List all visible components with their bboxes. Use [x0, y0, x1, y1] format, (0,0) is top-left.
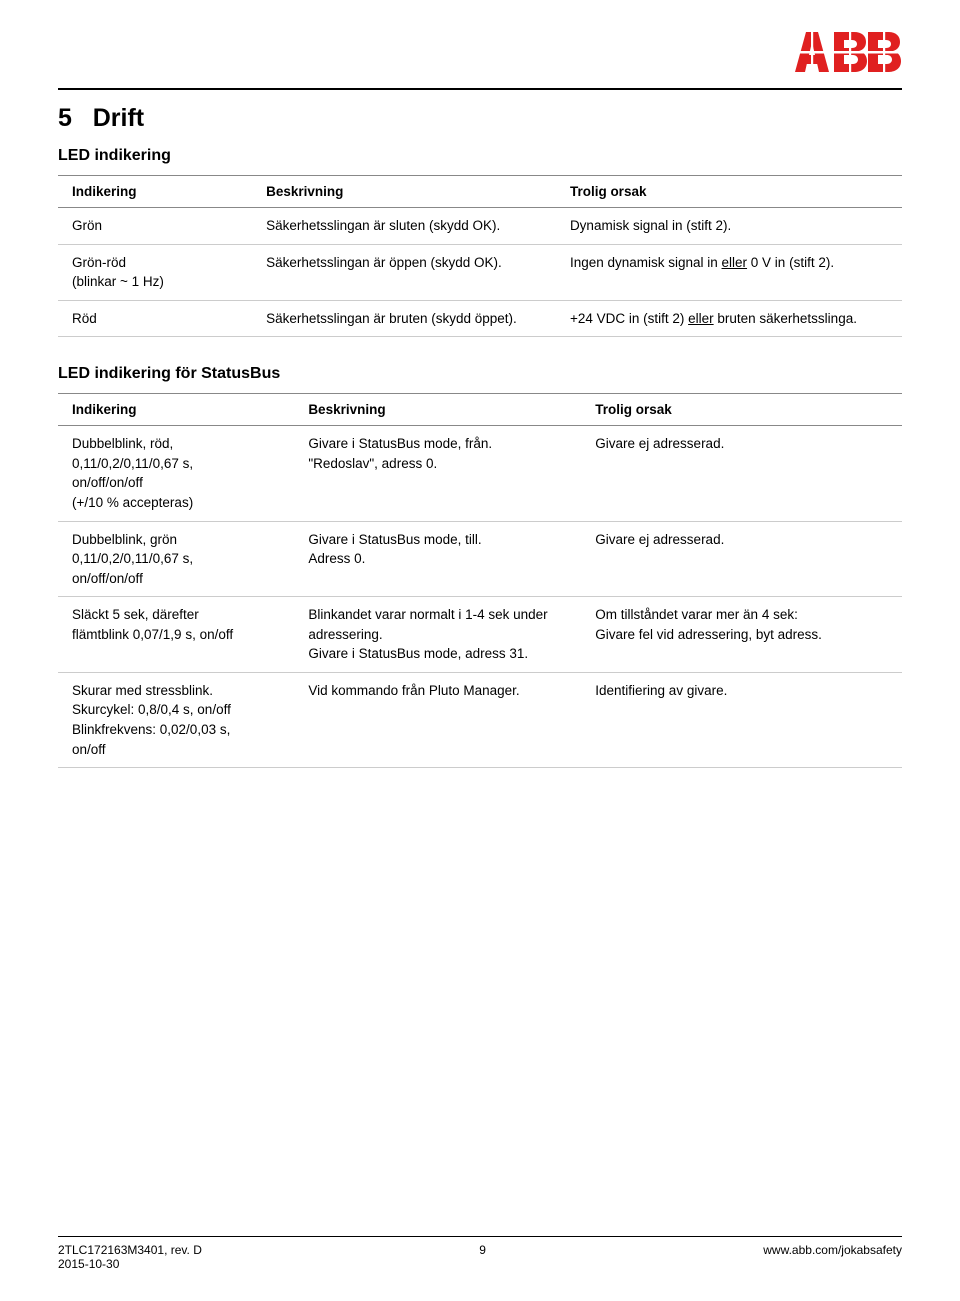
cell: Dubbelblink, grön0,11/0,2/0,11/0,67 s,on…: [58, 521, 294, 597]
cell: Dynamisk signal in (stift 2).: [556, 208, 902, 245]
top-rule: [58, 88, 902, 90]
cell: Säkerhetsslingan är öppen (skydd OK).: [252, 244, 556, 300]
page-footer: 2TLC172163M3401, rev. D 2015-10-30 9 www…: [58, 1236, 902, 1271]
table-row: Röd Säkerhetsslingan är bruten (skydd öp…: [58, 300, 902, 337]
table2-col2: Trolig orsak: [581, 394, 902, 426]
cell: Säkerhetsslingan är sluten (skydd OK).: [252, 208, 556, 245]
table1-col1: Beskrivning: [252, 176, 556, 208]
section-title: Drift: [93, 104, 144, 132]
footer-page: 9: [479, 1243, 486, 1257]
table-row: Skurar med stressblink.Skurcykel: 0,8/0,…: [58, 672, 902, 767]
cell: Om tillståndet varar mer än 4 sek:Givare…: [581, 597, 902, 673]
cell: Grön: [58, 208, 252, 245]
abb-logo: [792, 30, 902, 74]
cell: Skurar med stressblink.Skurcykel: 0,8/0,…: [58, 672, 294, 767]
table1-col2: Trolig orsak: [556, 176, 902, 208]
table-row: Grön Säkerhetsslingan är sluten (skydd O…: [58, 208, 902, 245]
doc-id: 2TLC172163M3401, rev. D: [58, 1243, 202, 1257]
cell: Ingen dynamisk signal in eller 0 V in (s…: [556, 244, 902, 300]
doc-date: 2015-10-30: [58, 1257, 119, 1271]
table2-col0: Indikering: [58, 394, 294, 426]
footer-url: www.abb.com/jokabsafety: [763, 1243, 902, 1257]
table2-col1: Beskrivning: [294, 394, 581, 426]
cell: Givare ej adresserad.: [581, 521, 902, 597]
cell: Vid kommando från Pluto Manager.: [294, 672, 581, 767]
cell: Säkerhetsslingan är bruten (skydd öppet)…: [252, 300, 556, 337]
cell: Blinkandet varar normalt i 1-4 sek under…: [294, 597, 581, 673]
table2-heading: LED indikering för StatusBus: [58, 365, 902, 383]
table-row: Dubbelblink, röd,0,11/0,2/0,11/0,67 s,on…: [58, 426, 902, 521]
table-row: Dubbelblink, grön0,11/0,2/0,11/0,67 s,on…: [58, 521, 902, 597]
cell: Grön-röd(blinkar ~ 1 Hz): [58, 244, 252, 300]
cell: Identifiering av givare.: [581, 672, 902, 767]
table-row: Släckt 5 sek, därefterflämtblink 0,07/1,…: [58, 597, 902, 673]
table1-col0: Indikering: [58, 176, 252, 208]
table-row: Grön-röd(blinkar ~ 1 Hz) Säkerhetsslinga…: [58, 244, 902, 300]
section-heading: 5 Drift: [58, 104, 902, 133]
cell: +24 VDC in (stift 2) eller bruten säkerh…: [556, 300, 902, 337]
cell: Röd: [58, 300, 252, 337]
cell: Givare i StatusBus mode, från."Redoslav"…: [294, 426, 581, 521]
cell: Dubbelblink, röd,0,11/0,2/0,11/0,67 s,on…: [58, 426, 294, 521]
table1-heading: LED indikering: [58, 147, 902, 165]
section-number: 5: [58, 104, 72, 132]
table-led-statusbus: Indikering Beskrivning Trolig orsak Dubb…: [58, 393, 902, 768]
cell: Givare ej adresserad.: [581, 426, 902, 521]
cell: Givare i StatusBus mode, till.Adress 0.: [294, 521, 581, 597]
table-led-indikering: Indikering Beskrivning Trolig orsak Grön…: [58, 175, 902, 337]
footer-left: 2TLC172163M3401, rev. D 2015-10-30: [58, 1243, 202, 1271]
cell: Släckt 5 sek, därefterflämtblink 0,07/1,…: [58, 597, 294, 673]
